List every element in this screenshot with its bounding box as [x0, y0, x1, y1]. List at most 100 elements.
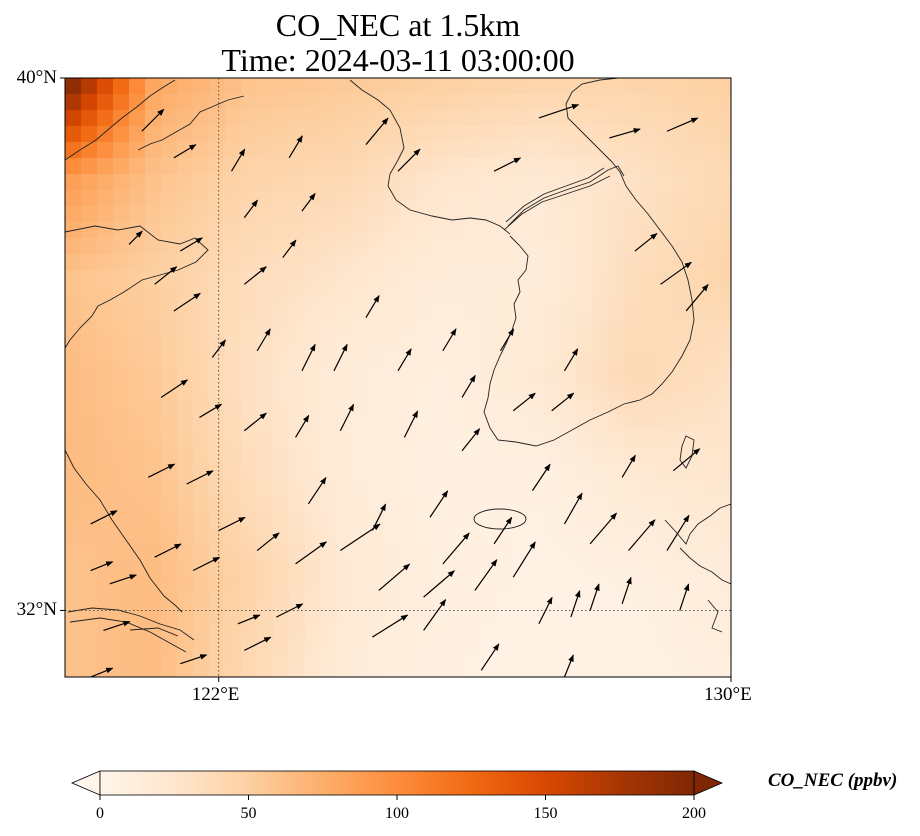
- field-cell: [513, 222, 530, 239]
- field-cell: [337, 510, 354, 527]
- field-cell: [673, 94, 690, 111]
- field-cell: [545, 542, 562, 559]
- field-cell: [193, 382, 210, 399]
- field-cell: [289, 558, 306, 575]
- field-cell: [257, 414, 274, 431]
- field-cell: [337, 462, 354, 479]
- field-cell: [465, 670, 482, 677]
- field-cell: [273, 462, 290, 479]
- field-cell: [481, 334, 498, 351]
- field-cell: [593, 78, 610, 95]
- field-cell: [209, 190, 226, 207]
- field-cell: [401, 574, 418, 591]
- field-cell: [241, 286, 258, 303]
- field-cell: [513, 78, 530, 95]
- field-cell: [481, 526, 498, 543]
- field-cell: [65, 382, 82, 399]
- field-cell: [497, 542, 514, 559]
- field-cell: [705, 526, 722, 543]
- field-cell: [481, 670, 498, 677]
- field-cell: [145, 318, 162, 335]
- field-cell: [145, 94, 162, 111]
- field-cell: [545, 606, 562, 623]
- field-cell: [241, 638, 258, 655]
- field-cell: [545, 78, 562, 95]
- field-cell: [305, 606, 322, 623]
- field-cell: [561, 558, 578, 575]
- field-cell: [545, 270, 562, 287]
- field-cell: [449, 414, 466, 431]
- field-cell: [385, 366, 402, 383]
- field-cell: [353, 238, 370, 255]
- field-cell: [465, 510, 482, 527]
- field-cell: [481, 478, 498, 495]
- field-cell: [465, 174, 482, 191]
- wind-arrow: [493, 516, 513, 545]
- field-cell: [641, 350, 658, 367]
- field-cell: [577, 638, 594, 655]
- field-cell: [465, 414, 482, 431]
- field-cell: [721, 254, 731, 271]
- wind-arrow: [243, 412, 267, 432]
- field-cell: [353, 318, 370, 335]
- field-cell: [97, 318, 114, 335]
- field-cell: [657, 238, 674, 255]
- field-cell: [417, 78, 434, 95]
- field-cell: [657, 654, 674, 671]
- field-cell: [65, 126, 82, 143]
- field-cell: [561, 542, 578, 559]
- field-cell: [241, 414, 258, 431]
- field-cell: [177, 398, 194, 415]
- field-cell: [593, 110, 610, 127]
- field-cell: [593, 430, 610, 447]
- field-cell: [417, 542, 434, 559]
- field-cell: [305, 126, 322, 143]
- field-cell: [657, 494, 674, 511]
- field-cell: [273, 190, 290, 207]
- field-cell: [241, 222, 258, 239]
- field-cell: [145, 446, 162, 463]
- field-cell: [641, 414, 658, 431]
- field-cell: [593, 158, 610, 175]
- field-cell: [161, 302, 178, 319]
- field-cell: [705, 126, 722, 143]
- field-cell: [273, 318, 290, 335]
- field-cell: [673, 462, 690, 479]
- field-cell: [433, 110, 450, 127]
- field-cell: [625, 190, 642, 207]
- field-cell: [145, 222, 162, 239]
- wind-arrow: [256, 328, 271, 352]
- field-cell: [257, 366, 274, 383]
- field-cell: [209, 270, 226, 287]
- field-cell: [689, 622, 706, 639]
- field-cell: [81, 622, 98, 639]
- field-cell: [209, 590, 226, 607]
- wind-arrow: [295, 541, 327, 565]
- field-cell: [289, 542, 306, 559]
- field-cell: [561, 638, 578, 655]
- field-cell: [641, 606, 658, 623]
- field-cell: [673, 254, 690, 271]
- field-cell: [593, 558, 610, 575]
- wind-arrow: [461, 374, 476, 398]
- field-cell: [385, 270, 402, 287]
- field-cell: [177, 78, 194, 95]
- field-cell: [257, 78, 274, 95]
- field-cell: [689, 270, 706, 287]
- field-cell: [385, 286, 402, 303]
- field-cell: [145, 366, 162, 383]
- field-cell: [81, 126, 98, 143]
- field-cell: [705, 158, 722, 175]
- field-cell: [497, 670, 514, 677]
- field-cell: [385, 126, 402, 143]
- field-cell: [369, 334, 386, 351]
- field-cell: [209, 446, 226, 463]
- field-cell: [385, 334, 402, 351]
- field-cell: [673, 542, 690, 559]
- field-cell: [497, 430, 514, 447]
- field-cell: [337, 526, 354, 543]
- field-cell: [513, 110, 530, 127]
- field-cell: [529, 270, 546, 287]
- field-cell: [417, 270, 434, 287]
- field-cell: [337, 78, 354, 95]
